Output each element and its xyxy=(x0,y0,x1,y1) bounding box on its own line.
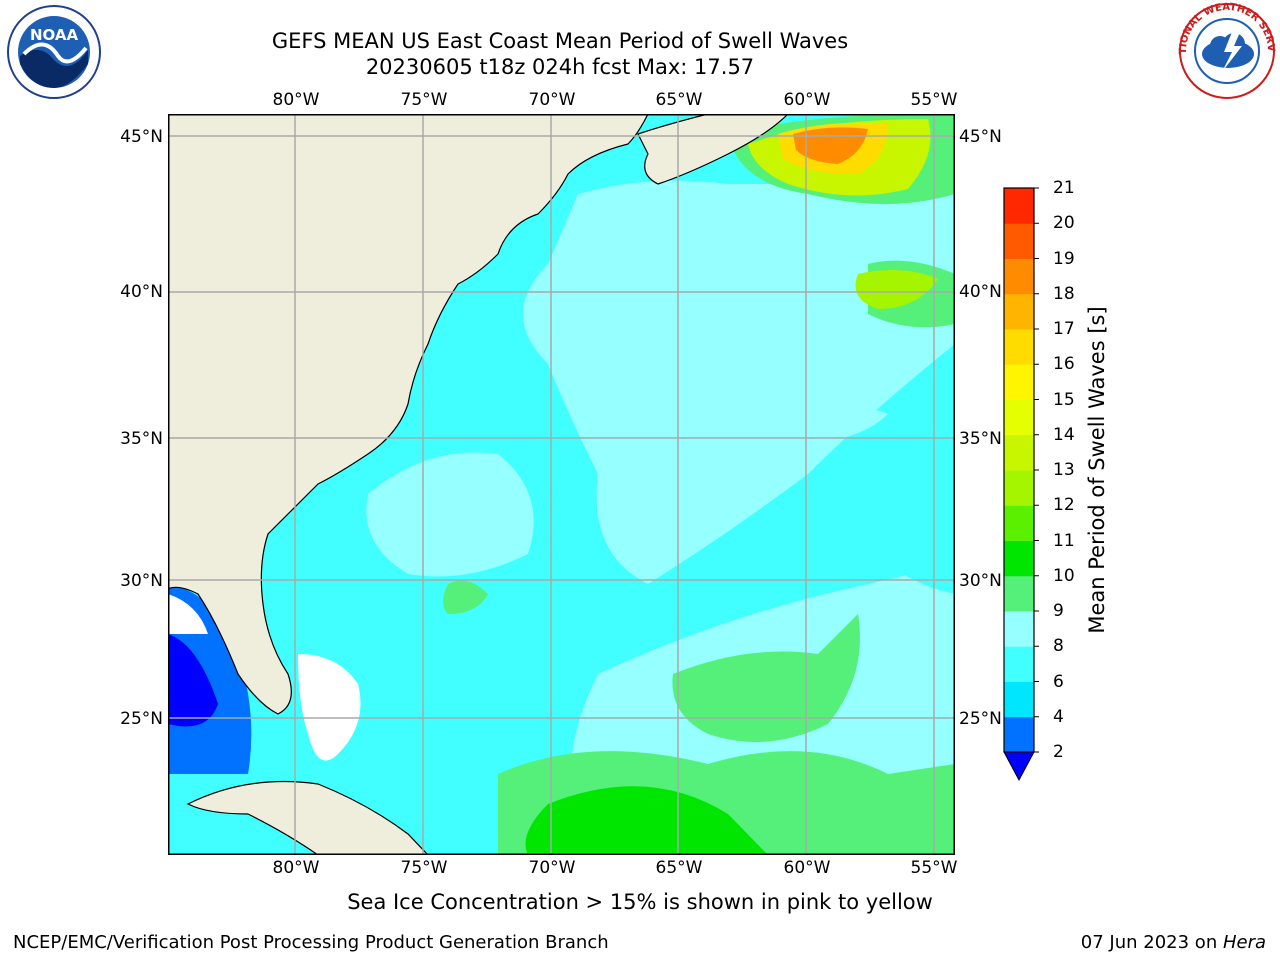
colorbar-bin xyxy=(1004,329,1034,365)
colorbar-bin xyxy=(1004,223,1034,259)
zone-10-11s-south xyxy=(525,786,768,855)
colorbar-bin xyxy=(1004,258,1034,295)
lat-label-right: 45°N xyxy=(959,127,1002,147)
colorbar-tick-label: 15 xyxy=(1053,389,1075,410)
colorbar-bin xyxy=(1004,540,1034,577)
colorbar-bin xyxy=(1004,188,1034,224)
colorbar-tick-label: 18 xyxy=(1053,283,1075,304)
colorbar-tick-label: 16 xyxy=(1053,354,1075,375)
issue-date: 07 Jun 2023 on Hera xyxy=(1081,932,1266,953)
chart-subtitle: 20230605 t18z 024h fcst Max: 17.57 xyxy=(365,55,755,79)
noaa-logo-text: NOAA xyxy=(30,26,79,44)
colorbar-bins xyxy=(1004,187,1039,753)
colorbar-bin xyxy=(1004,716,1034,753)
zone-6-8s-east xyxy=(878,500,955,594)
zone-under-2s-gulf xyxy=(168,634,218,727)
zone-8-9s-east xyxy=(768,404,888,444)
zone-9-10s-small xyxy=(443,580,488,614)
land-nova-scotia xyxy=(637,114,789,185)
colorbar-tick-label: 11 xyxy=(1053,530,1075,551)
colorbar-tick-label: 2 xyxy=(1053,742,1064,762)
colorbar-tick-label: 17 xyxy=(1053,319,1075,339)
colorbar-tick-label: 19 xyxy=(1053,248,1075,269)
colorbar-frame xyxy=(1003,187,1035,753)
colorbar-bin xyxy=(1004,575,1034,612)
machine-name: Hera xyxy=(1222,932,1266,953)
lon-label-bottom: 65°W xyxy=(655,858,703,878)
land-cuba xyxy=(186,780,429,855)
credit-text: NCEP/EMC/Verification Post Processing Pr… xyxy=(13,932,609,953)
lon-label-bottom: 60°W xyxy=(783,858,831,878)
graticule xyxy=(168,114,955,855)
colorbar-bin xyxy=(1004,505,1034,541)
colorbar xyxy=(1003,187,1039,782)
lon-label-top: 75°W xyxy=(400,90,448,110)
colorbar-bin xyxy=(1004,681,1034,718)
colorbar-bin xyxy=(1004,293,1034,330)
lat-label-right: 35°N xyxy=(959,429,1002,449)
colorbar-tick-label: 12 xyxy=(1053,495,1075,516)
lon-label-bottom: 70°W xyxy=(528,858,576,878)
lon-label-bottom: 80°W xyxy=(272,858,320,878)
colorbar-bin xyxy=(1004,611,1034,647)
lat-label-left: 35°N xyxy=(120,429,163,449)
lat-label-right: 40°N xyxy=(959,282,1002,302)
issue-date-text: 07 Jun 2023 on xyxy=(1080,932,1223,953)
lat-label-left: 45°N xyxy=(120,127,163,147)
colorbar-under-triangle xyxy=(1003,751,1035,782)
colorbar-title: Mean Period of Swell Waves [s] xyxy=(1085,306,1109,634)
lat-label-right: 30°N xyxy=(959,571,1002,591)
colorbar-tick-label: 21 xyxy=(1053,178,1075,198)
zone-8-9s-north xyxy=(523,180,955,584)
colorbar-tick-label: 10 xyxy=(1053,565,1075,586)
lon-label-top: 80°W xyxy=(272,90,320,110)
colorbar-tick-label: 4 xyxy=(1053,706,1064,727)
colorbar-tick-label: 14 xyxy=(1053,424,1075,445)
colorbar-bin xyxy=(1004,434,1034,471)
lon-label-bottom: 55°W xyxy=(910,858,958,878)
lon-label-top: 70°W xyxy=(528,90,576,110)
lon-label-top: 65°W xyxy=(655,90,703,110)
zone-8-9s-west xyxy=(366,452,534,577)
chart-title: GEFS MEAN US East Coast Mean Period of S… xyxy=(271,29,849,53)
swell-period-map xyxy=(168,114,955,855)
zone-11-12s-east xyxy=(855,270,938,309)
colorbar-tick-label: 8 xyxy=(1053,636,1064,657)
lat-label-left: 40°N xyxy=(120,282,163,302)
colorbar-bin xyxy=(1004,364,1034,400)
colorbar-tick-label: 13 xyxy=(1053,460,1075,480)
white-bahamas xyxy=(298,654,361,761)
lon-label-top: 55°W xyxy=(910,90,958,110)
colorbar-tick-label: 9 xyxy=(1053,601,1064,621)
lon-label-top: 60°W xyxy=(783,90,831,110)
noaa-logo: NOAA xyxy=(7,5,101,99)
land-us-east xyxy=(168,114,649,715)
colorbar-tick-label: 20 xyxy=(1053,213,1075,234)
colorbar-bin xyxy=(1004,646,1034,682)
lat-label-left: 25°N xyxy=(120,709,163,729)
colorbar-tick-label: 6 xyxy=(1053,671,1064,692)
lat-label-right: 25°N xyxy=(959,709,1002,729)
white-gulf xyxy=(168,594,208,634)
lat-label-left: 30°N xyxy=(120,571,163,591)
zone-9-10s-south-a xyxy=(672,614,860,742)
colorbar-bin xyxy=(1004,399,1034,436)
nws-logo: NATIONAL WEATHER SERVICE xyxy=(1176,2,1276,99)
map-frame xyxy=(168,114,955,855)
colorbar-bin xyxy=(1004,470,1034,506)
sea-ice-note: Sea Ice Concentration > 15% is shown in … xyxy=(347,890,933,914)
lon-label-bottom: 75°W xyxy=(400,858,448,878)
